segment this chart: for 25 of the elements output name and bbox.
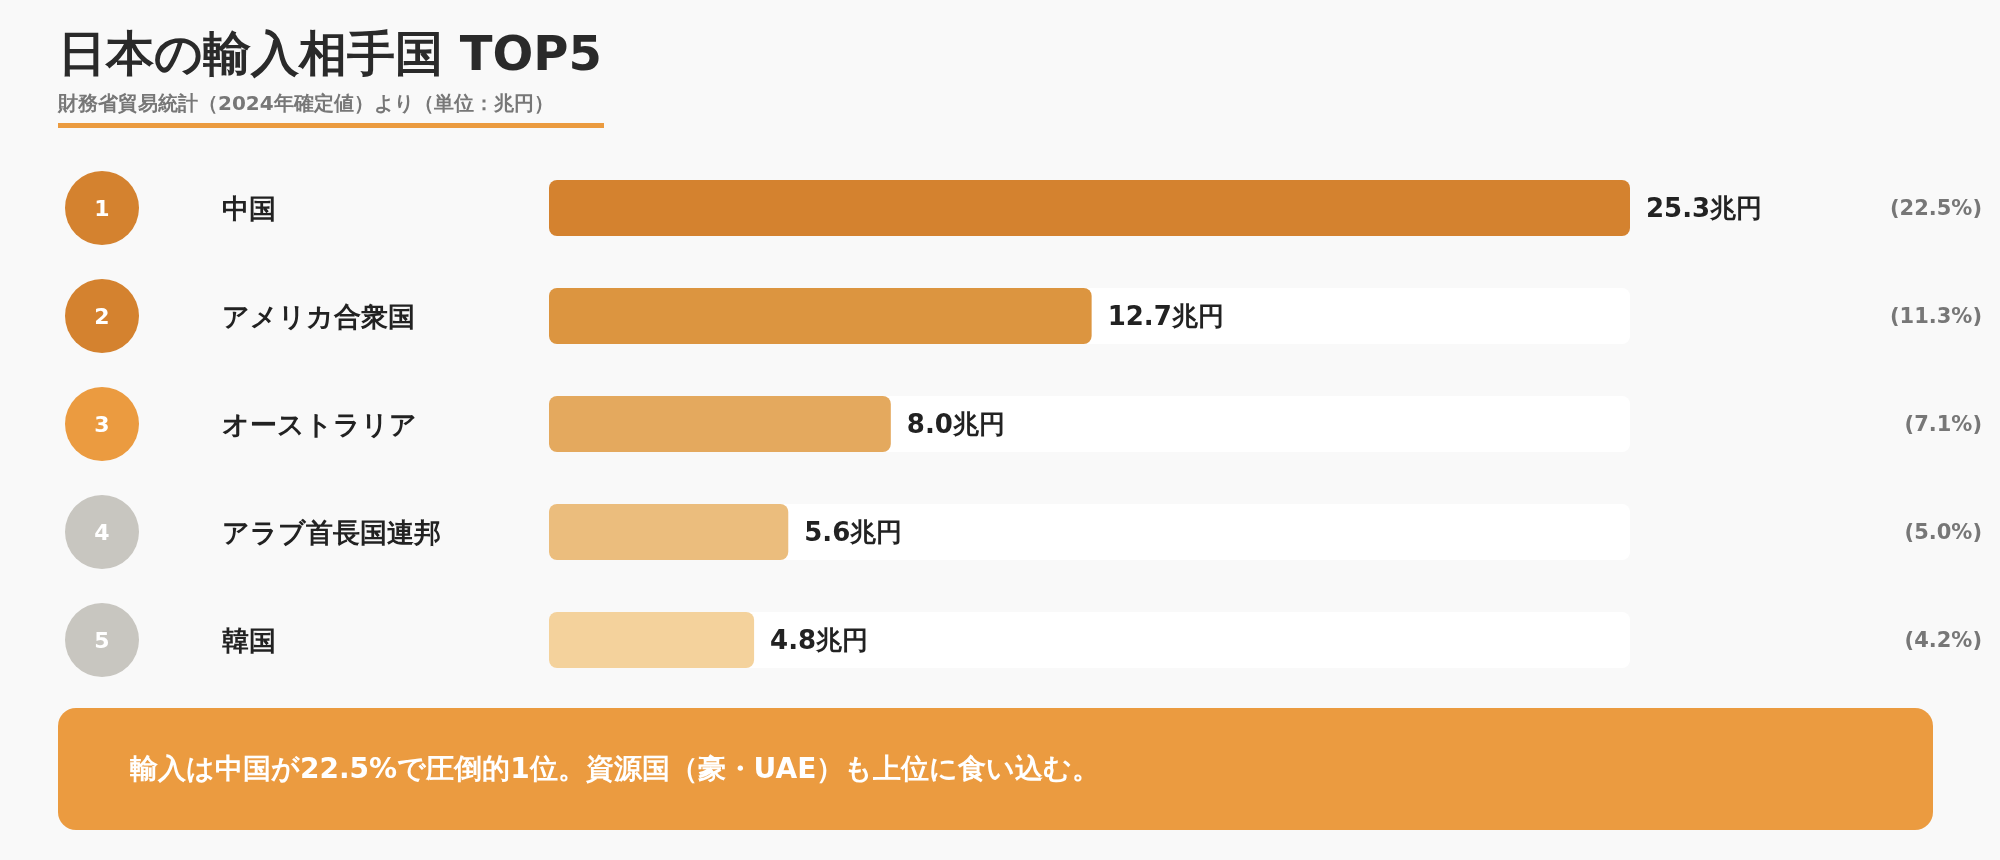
data-label: 25.3兆円 bbox=[1646, 193, 1763, 223]
y-tick-label: 韓国 bbox=[222, 624, 276, 656]
bar bbox=[549, 612, 755, 668]
data-label: 12.7兆円 bbox=[1107, 301, 1224, 331]
text: (7.1%) bbox=[1904, 412, 1982, 436]
bar bbox=[549, 504, 789, 560]
data-label: 4.8兆円 bbox=[770, 625, 869, 655]
rank-badge: 2 bbox=[65, 279, 139, 353]
y-tick-label: オーストラリア bbox=[222, 408, 417, 440]
y-tick-label: アラブ首長国連邦 bbox=[222, 516, 441, 548]
text: (5.0%) bbox=[1904, 520, 1982, 544]
data-label: 5.6兆円 bbox=[804, 517, 903, 547]
rank-badge: 3 bbox=[65, 387, 139, 461]
text: 財務省貿易統計（2024年確定値）より（単位：兆円） bbox=[58, 90, 604, 128]
data-label: 8.0兆円 bbox=[906, 409, 1005, 439]
y-tick-label: アメリカ合衆国 bbox=[222, 300, 415, 332]
y-tick-label: 中国 bbox=[222, 192, 276, 224]
text: (4.2%) bbox=[1904, 628, 1982, 652]
chart-title: 日本の輸入相手国 TOP5 bbox=[58, 24, 602, 83]
rank-badge: 1 bbox=[65, 171, 139, 245]
rank-badge: 4 bbox=[65, 495, 139, 569]
rank-badge: 5 bbox=[65, 603, 139, 677]
text: 輸入は中国が22.5%で圧倒的1位。資源国（豪・UAE）も上位に食い込む。 bbox=[130, 751, 1101, 787]
text: (11.3%) bbox=[1889, 304, 1982, 328]
text: (22.5%) bbox=[1889, 196, 1982, 220]
